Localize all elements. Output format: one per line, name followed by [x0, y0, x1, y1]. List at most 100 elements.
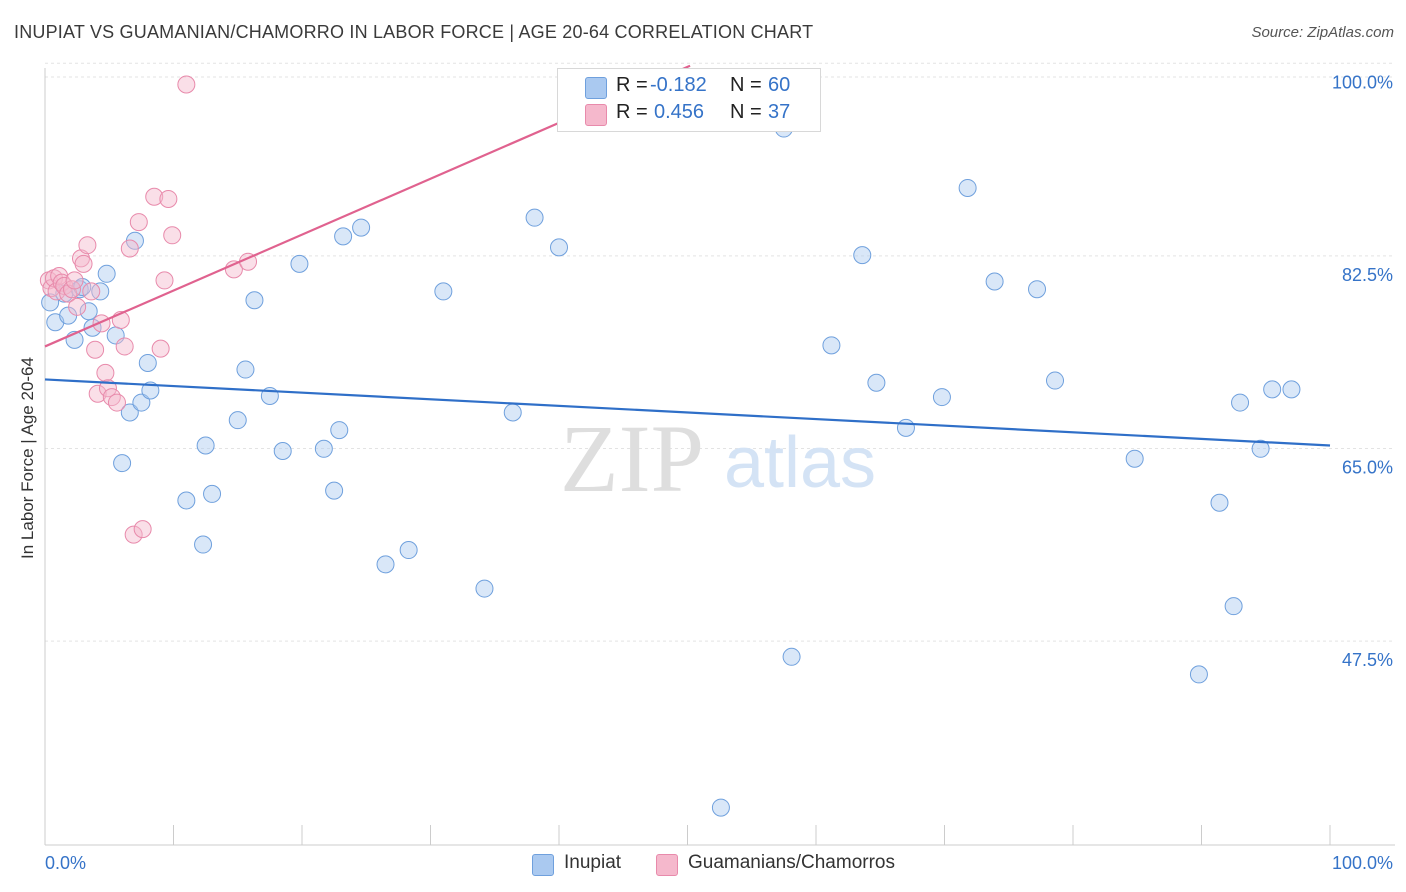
- point-inupiat: [245, 291, 264, 310]
- point-inupiat: [1282, 380, 1301, 399]
- point-guamanian: [82, 282, 101, 301]
- point-inupiat: [1231, 393, 1250, 412]
- point-guamanian: [159, 189, 178, 208]
- point-guamanian: [102, 388, 121, 407]
- x-tick-label: 0.0%: [45, 853, 86, 873]
- point-guamanian: [74, 254, 93, 273]
- point-guamanian: [120, 239, 139, 258]
- point-inupiat: [1046, 371, 1065, 390]
- point-inupiat: [97, 264, 116, 283]
- point-inupiat: [334, 227, 353, 246]
- legend-r-value: 0.456: [654, 101, 705, 123]
- point-inupiat: [41, 293, 60, 312]
- point-guamanian: [96, 363, 115, 382]
- legend-n-value: 60: [768, 74, 791, 96]
- chart-title: INUPIAT VS GUAMANIAN/CHAMORRO IN LABOR F…: [14, 22, 814, 42]
- legend-r-label: R =: [616, 74, 648, 96]
- point-inupiat: [330, 421, 349, 440]
- point-inupiat: [1210, 493, 1229, 512]
- point-inupiat: [711, 798, 730, 817]
- legend-label-inupiat: Inupiat: [564, 852, 622, 873]
- point-guamanian: [124, 525, 143, 544]
- point-guamanian: [129, 213, 148, 232]
- point-inupiat: [236, 360, 255, 379]
- legend-n-label: N =: [730, 74, 762, 96]
- point-inupiat: [203, 484, 222, 503]
- axes: [44, 68, 1395, 846]
- point-inupiat: [177, 491, 196, 510]
- point-inupiat: [782, 647, 801, 666]
- point-guamanian: [155, 271, 174, 290]
- x-tick-label: 100.0%: [1332, 853, 1393, 873]
- legend-n-label: N =: [730, 101, 762, 123]
- point-inupiat: [525, 208, 544, 227]
- point-inupiat: [896, 418, 915, 437]
- tick-labels: 100.0% 82.5% 65.0% 47.5% 0.0% 100.0%: [45, 72, 1393, 873]
- point-inupiat: [138, 353, 157, 372]
- legend-row-guamanian: R = 0.456 N = 37: [558, 101, 820, 127]
- series-legend: Inupiat Guamanians/Chamorros: [0, 852, 1406, 878]
- grid-lines: [45, 62, 1395, 642]
- point-inupiat: [1251, 439, 1270, 458]
- point-inupiat: [290, 254, 309, 273]
- point-inupiat: [399, 541, 418, 560]
- point-inupiat: [314, 439, 333, 458]
- point-inupiat: [194, 535, 213, 554]
- point-inupiat: [141, 381, 160, 400]
- point-inupiat: [1224, 597, 1243, 616]
- point-guamanian: [177, 75, 196, 94]
- point-guamanian: [145, 187, 164, 206]
- point-guamanian: [78, 236, 97, 255]
- source-credit: Source: ZipAtlas.com: [1251, 24, 1394, 41]
- legend-swatch-guamanian: [656, 854, 678, 876]
- point-inupiat: [867, 373, 886, 392]
- point-inupiat: [985, 272, 1004, 291]
- point-guamanian: [65, 271, 84, 290]
- point-inupiat: [196, 436, 215, 455]
- point-guamanian: [88, 384, 107, 403]
- correlation-legend: R = -0.182 N = 60 R = 0.456 N = 37: [557, 68, 821, 132]
- y-axis-label: In Labor Force | Age 20-64: [18, 357, 37, 559]
- point-inupiat: [434, 282, 453, 301]
- point-guamanian: [163, 226, 182, 245]
- y-tick-label: 100.0%: [1332, 72, 1393, 92]
- point-inupiat: [228, 411, 247, 430]
- point-inupiat: [70, 280, 89, 299]
- legend-swatch-inupiat: [532, 854, 554, 876]
- watermark-zip: ZIP: [560, 405, 704, 512]
- point-inupiat: [853, 246, 872, 265]
- y-tick-label: 82.5%: [1342, 265, 1393, 285]
- point-guamanian: [68, 297, 87, 316]
- point-inupiat: [1028, 280, 1047, 299]
- point-guamanian: [133, 520, 152, 539]
- point-inupiat: [822, 336, 841, 355]
- point-inupiat: [273, 441, 292, 460]
- point-inupiat: [550, 238, 568, 257]
- point-inupiat: [1125, 449, 1144, 468]
- point-inupiat: [113, 454, 132, 473]
- point-inupiat: [932, 388, 951, 407]
- point-inupiat: [958, 178, 977, 197]
- point-inupiat: [1263, 380, 1282, 399]
- point-guamanian: [151, 339, 170, 358]
- point-inupiat: [132, 393, 151, 412]
- point-inupiat: [475, 579, 494, 598]
- legend-swatch-guamanian: [585, 104, 607, 126]
- point-inupiat: [1189, 665, 1208, 684]
- point-inupiat: [325, 481, 344, 500]
- point-inupiat: [376, 555, 395, 574]
- point-inupiat: [352, 218, 371, 237]
- y-tick-label: 65.0%: [1342, 458, 1393, 478]
- legend-row-inupiat: R = -0.182 N = 60: [558, 74, 820, 100]
- legend-label-guamanian: Guamanians/Chamorros: [688, 852, 895, 873]
- point-guamanian: [86, 340, 105, 359]
- point-inupiat: [503, 403, 522, 422]
- watermark-atlas: atlas: [724, 423, 876, 503]
- legend-swatch-inupiat: [585, 77, 607, 99]
- point-guamanian: [107, 393, 126, 412]
- legend-n-value: 37: [768, 101, 791, 123]
- legend-r-value: -0.182: [650, 74, 707, 96]
- y-tick-label: 47.5%: [1342, 650, 1393, 670]
- point-inupiat: [120, 403, 139, 422]
